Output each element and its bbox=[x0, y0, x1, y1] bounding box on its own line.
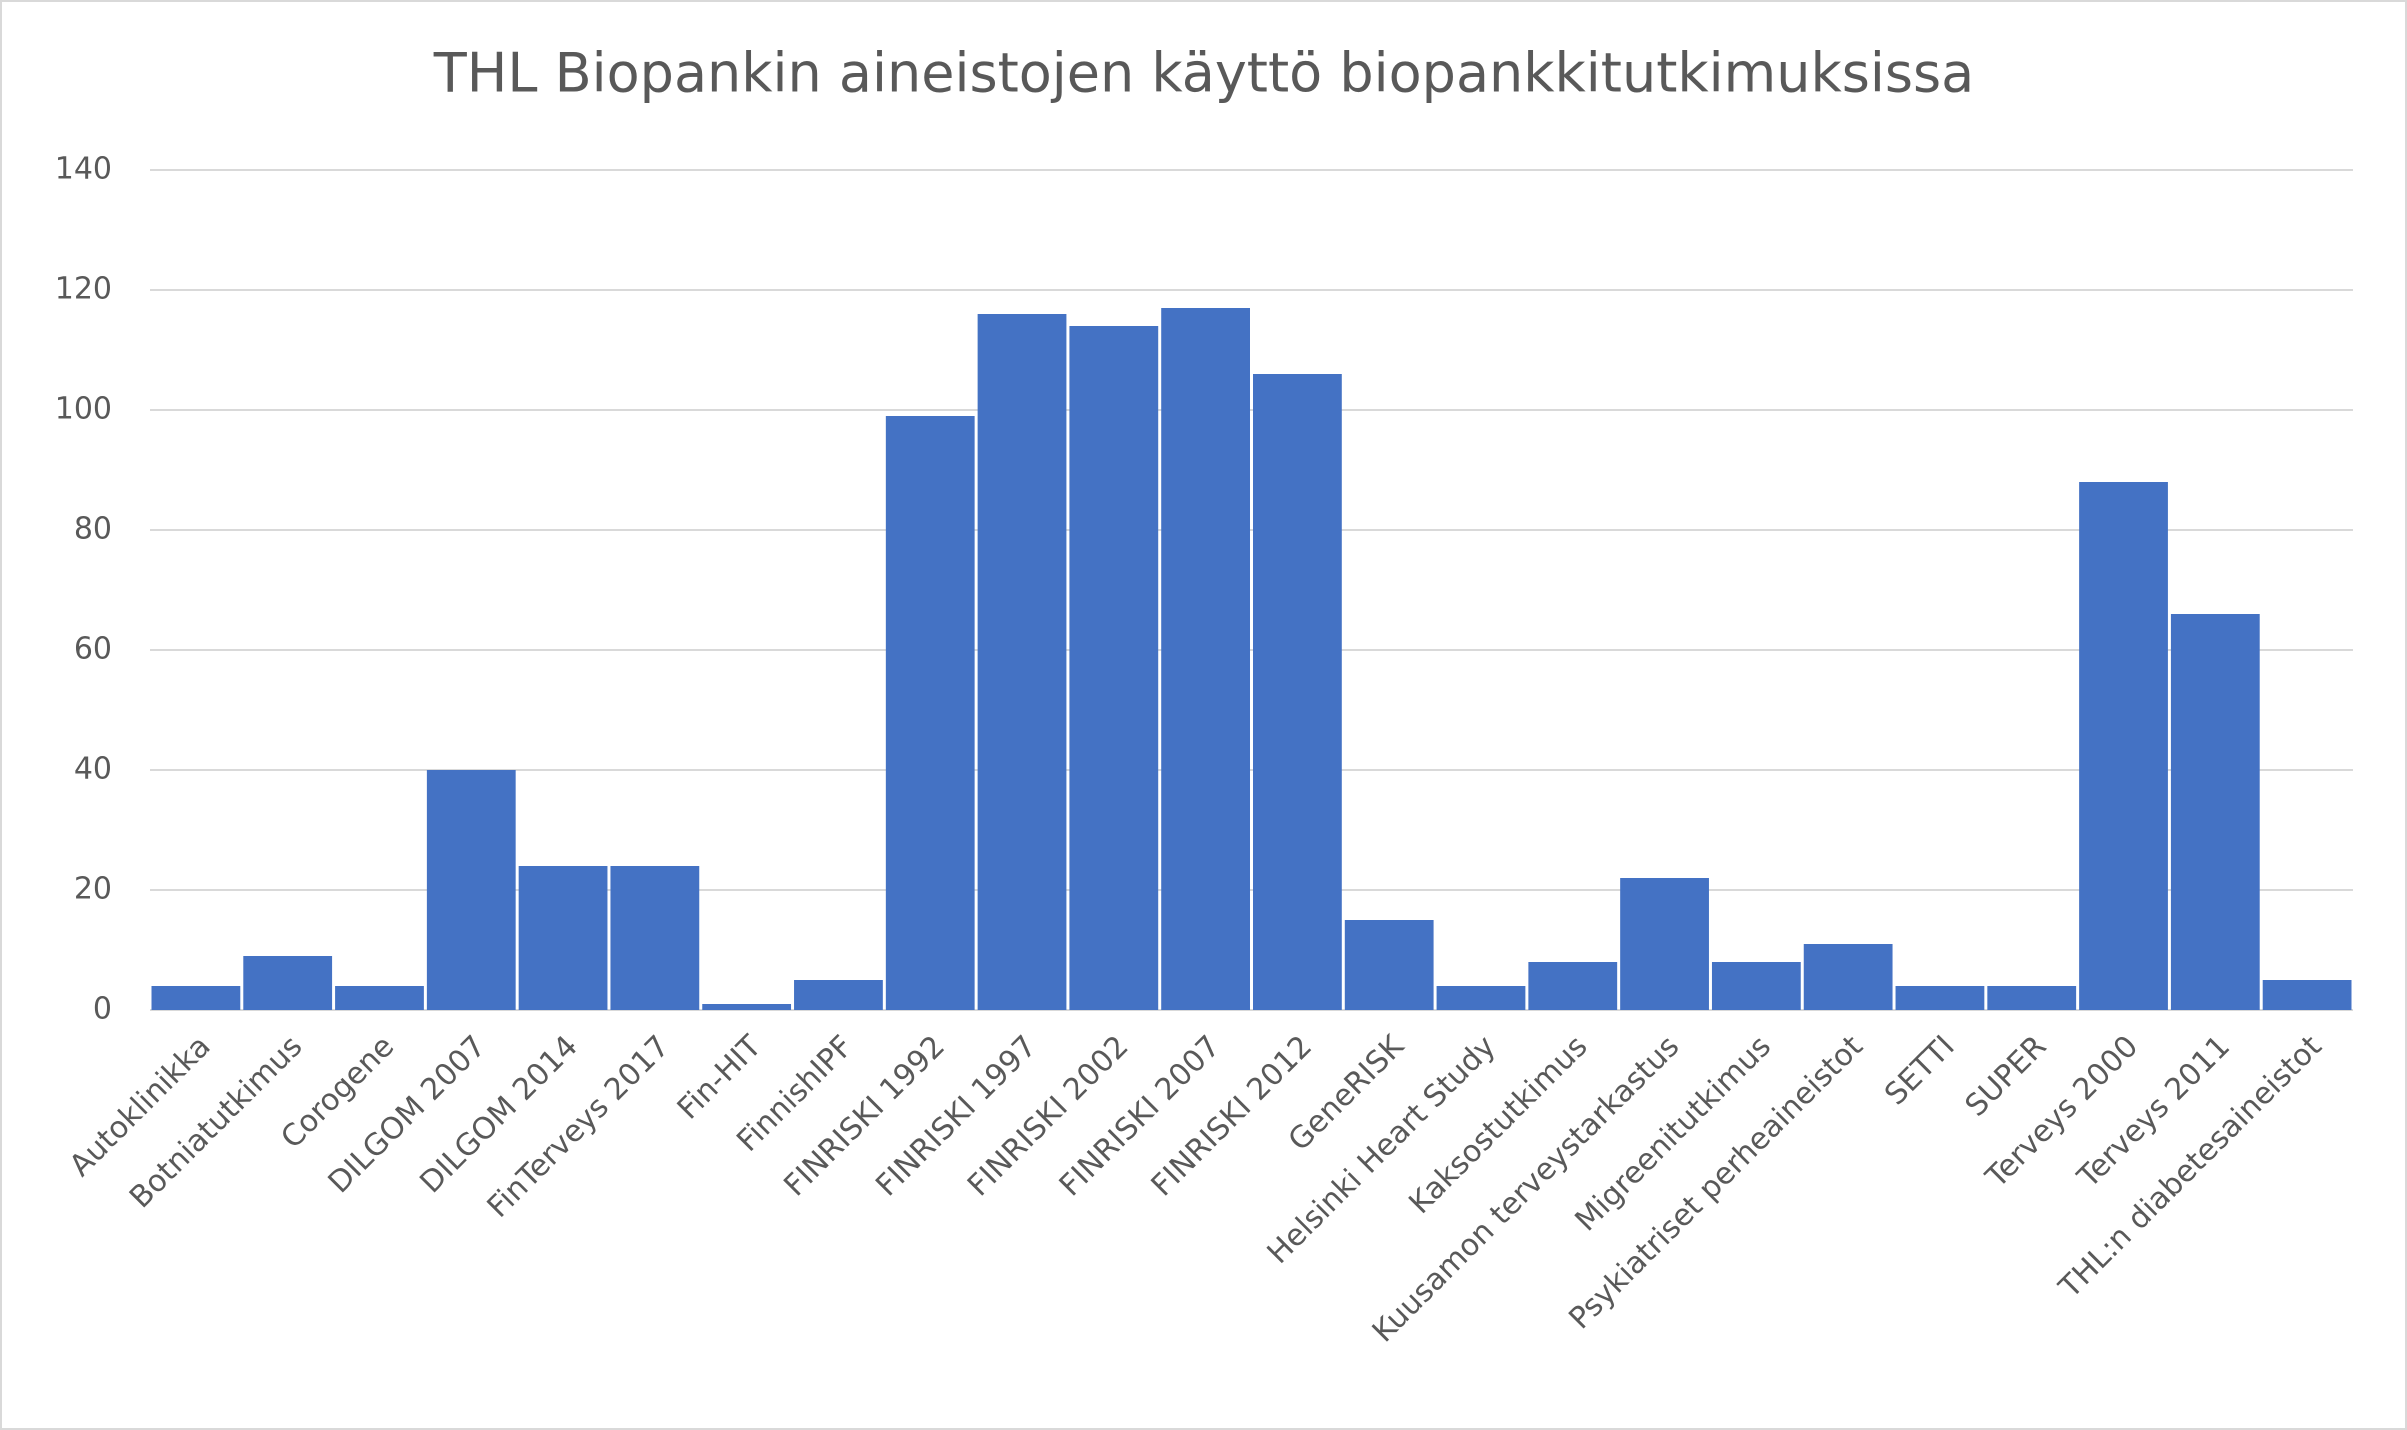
bar bbox=[1069, 326, 1159, 1010]
bar bbox=[1528, 962, 1618, 1010]
y-tick-label: 100 bbox=[55, 392, 112, 427]
bar bbox=[426, 770, 516, 1010]
bar bbox=[794, 980, 883, 1010]
bar bbox=[1711, 962, 1801, 1010]
bar bbox=[1253, 374, 1342, 1010]
bar bbox=[1895, 986, 1985, 1010]
bar bbox=[1803, 944, 1893, 1010]
chart-title: THL Biopankin aineistojen käyttö biopank… bbox=[433, 42, 1975, 105]
bar bbox=[1987, 986, 2077, 1010]
bar bbox=[702, 1004, 792, 1010]
bar bbox=[518, 866, 608, 1010]
bar bbox=[2262, 980, 2352, 1010]
y-tick-label: 0 bbox=[93, 992, 112, 1027]
y-tick-label: 60 bbox=[74, 632, 112, 667]
bar bbox=[885, 416, 975, 1010]
bar bbox=[335, 986, 424, 1010]
bar bbox=[610, 866, 700, 1010]
bar bbox=[1436, 986, 1526, 1010]
bar bbox=[1161, 308, 1250, 1010]
bar bbox=[151, 986, 241, 1010]
bar bbox=[977, 314, 1067, 1010]
bar bbox=[2079, 482, 2168, 1010]
bar bbox=[243, 956, 333, 1010]
bar bbox=[2170, 614, 2260, 1010]
y-tick-label: 140 bbox=[55, 152, 112, 187]
bar bbox=[1620, 878, 1709, 1010]
y-tick-label: 40 bbox=[74, 752, 112, 787]
y-tick-label: 120 bbox=[55, 272, 112, 307]
y-tick-label: 80 bbox=[74, 512, 112, 547]
y-tick-label: 20 bbox=[74, 872, 112, 907]
bar bbox=[1344, 920, 1434, 1010]
